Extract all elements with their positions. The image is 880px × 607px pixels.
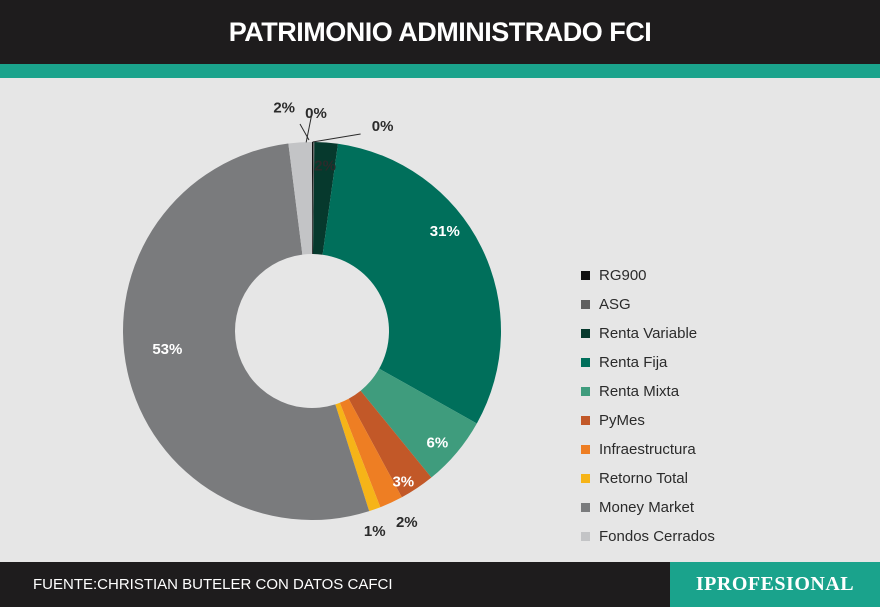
legend-swatch-rg900 — [581, 271, 590, 280]
slice-renta-fija — [322, 143, 501, 424]
data-label-fondos-cerrados: 2% — [273, 99, 295, 116]
source-note: FUENTE:CHRISTIAN BUTELER CON DATOS CAFCI — [33, 576, 393, 593]
data-label-asg: 0% — [305, 105, 327, 122]
legend-item-fondos-cerrados: Fondos Cerrados — [581, 522, 715, 551]
legend-item-infraestructura: Infraestructura — [581, 435, 715, 464]
legend-swatch-fondos-cerrados — [581, 532, 590, 541]
legend-swatch-renta-variable — [581, 329, 590, 338]
slice-money-market — [122, 143, 370, 521]
data-label-retorno-total: 1% — [364, 523, 386, 540]
slice-renta-mixta — [360, 368, 477, 478]
leader-line-rg900 — [312, 133, 361, 143]
data-label-renta-variable: 2% — [314, 157, 336, 174]
legend-swatch-infraestructura — [581, 445, 590, 454]
data-label-infraestructura: 2% — [396, 514, 418, 531]
data-label-renta-mixta: 6% — [427, 435, 449, 452]
legend-swatch-retorno-total — [581, 474, 590, 483]
legend-label-money-market: Money Market — [599, 499, 695, 516]
legend-label-renta-fija: Renta Fija — [599, 354, 668, 371]
data-label-rg900: 0% — [372, 118, 394, 135]
chart-area: 0% 0% 2% 31% 6% 3% 2% 1% 53% 2% RG900 ASG Renta Var… — [0, 78, 880, 562]
donut-chart: 0% 0% 2% 31% 6% 3% 2% 1% 53% 2% — [122, 99, 501, 540]
legend-item-renta-mixta: Renta Mixta — [581, 377, 715, 406]
legend-item-renta-variable: Renta Variable — [581, 319, 715, 348]
data-label-money-market: 53% — [152, 341, 182, 358]
legend-item-asg: ASG — [581, 290, 715, 319]
legend-label-infraestructura: Infraestructura — [599, 441, 696, 458]
legend-swatch-pymes — [581, 416, 590, 425]
slice-retorno-total — [335, 402, 381, 512]
legend-swatch-asg — [581, 300, 590, 309]
legend-label-asg: ASG — [599, 296, 631, 313]
footer-bar: FUENTE:CHRISTIAN BUTELER CON DATOS CAFCI… — [0, 562, 880, 607]
data-label-pymes: 3% — [392, 473, 414, 490]
slice-rg900 — [312, 142, 314, 255]
legend-item-retorno-total: Retorno Total — [581, 464, 715, 493]
brand-logo: IPROFESIONAL — [670, 562, 880, 607]
legend-swatch-renta-fija — [581, 358, 590, 367]
legend-item-rg900: RG900 — [581, 261, 715, 290]
accent-bar — [0, 64, 880, 78]
legend-label-renta-variable: Renta Variable — [599, 325, 698, 342]
legend-label-pymes: PyMes — [599, 412, 645, 429]
legend-swatch-renta-mixta — [581, 387, 590, 396]
slice-infraestructura — [339, 398, 402, 508]
legend-label-retorno-total: Retorno Total — [599, 470, 688, 487]
legend-item-money-market: Money Market — [581, 493, 715, 522]
data-label-renta-fija: 31% — [430, 223, 460, 240]
chart-legend: RG900 ASG Renta Variable Renta Fija Renta Mi… — [581, 261, 715, 551]
slice-renta-variable — [312, 142, 338, 255]
slice-pymes — [348, 390, 432, 498]
legend-label-renta-mixta: Renta Mixta — [599, 383, 680, 400]
brand-name: IPROFESIONAL — [695, 573, 855, 595]
legend-swatch-money-market — [581, 503, 590, 512]
legend-label-rg900: RG900 — [599, 267, 647, 284]
header-bar: PATRIMONIO ADMINISTRADO FCI — [0, 0, 880, 64]
slice-asg — [312, 142, 315, 255]
legend-item-renta-fija: Renta Fija — [581, 348, 715, 377]
leader-line-asg — [299, 123, 310, 141]
legend-item-pymes: PyMes — [581, 406, 715, 435]
legend-label-fondos-cerrados: Fondos Cerrados — [599, 528, 715, 545]
page-title: PATRIMONIO ADMINISTRADO FCI — [228, 16, 652, 47]
slice-fondos-cerrados — [288, 142, 312, 255]
